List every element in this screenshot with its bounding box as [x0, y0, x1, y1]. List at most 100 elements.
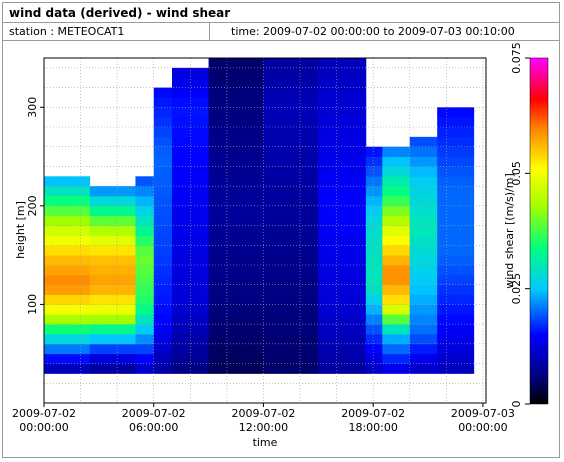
heatmap-cell	[409, 215, 414, 226]
heatmap-cell	[470, 314, 475, 325]
heatmap-cell	[181, 156, 185, 167]
heatmap-cell	[381, 324, 383, 335]
heatmap-cell	[321, 196, 325, 207]
heatmap-cell	[199, 274, 203, 286]
heatmap-cell	[220, 304, 225, 315]
heatmap-cell	[360, 146, 365, 157]
heatmap-cell	[403, 176, 408, 187]
heatmap-cell	[162, 225, 167, 236]
heatmap-cell	[123, 324, 127, 335]
heatmap-cell	[44, 186, 48, 197]
heatmap-cell	[50, 334, 54, 345]
heatmap-cell	[364, 107, 367, 118]
heatmap-cell	[464, 215, 469, 226]
heatmap-cell	[309, 127, 313, 138]
heatmap-cell	[263, 284, 267, 295]
heatmap-cell	[388, 363, 392, 374]
heatmap-cell	[275, 363, 280, 374]
heatmap-cell	[296, 127, 301, 138]
heatmap-cell	[159, 284, 164, 295]
heatmap-cell	[199, 215, 203, 226]
heatmap-cell	[303, 58, 307, 69]
heatmap-cell	[187, 225, 191, 236]
heatmap-cell	[254, 225, 258, 236]
heatmap-cell	[330, 274, 334, 286]
heatmap-cell	[92, 215, 97, 226]
heatmap-cell	[455, 265, 459, 276]
heatmap-cell	[385, 353, 389, 364]
heatmap-cell	[378, 156, 382, 167]
heatmap-cell	[123, 343, 127, 355]
heatmap-cell	[275, 127, 280, 138]
heatmap-cell	[156, 265, 161, 276]
heatmap-cell	[83, 225, 88, 236]
heatmap-cell	[135, 284, 139, 295]
heatmap-cell	[266, 186, 270, 197]
heatmap-cell	[345, 117, 350, 128]
heatmap-cell	[208, 127, 213, 138]
heatmap-cell	[303, 274, 307, 286]
heatmap-cell	[421, 186, 426, 197]
heatmap-cell	[318, 107, 322, 118]
heatmap-cell	[114, 324, 118, 335]
heatmap-cell	[428, 196, 432, 207]
heatmap-cell	[101, 186, 106, 197]
heatmap-cell	[135, 334, 139, 345]
heatmap-cell	[348, 255, 353, 266]
heatmap-cell	[159, 363, 164, 374]
heatmap-cell	[193, 117, 197, 128]
heatmap-cell	[245, 97, 249, 108]
heatmap-cell	[126, 284, 130, 295]
heatmap-cell	[44, 235, 48, 246]
heatmap-cell	[354, 255, 359, 266]
heatmap-cell	[321, 334, 325, 345]
heatmap-cell	[111, 225, 115, 236]
heatmap-cell	[272, 136, 277, 148]
heatmap-cell	[92, 343, 97, 355]
heatmap-cell	[147, 196, 152, 207]
heatmap-cell	[214, 314, 219, 325]
heatmap-cell	[165, 107, 170, 118]
heatmap-cell	[306, 245, 310, 256]
heatmap-cell	[345, 166, 350, 177]
heatmap-cell	[205, 274, 209, 286]
heatmap-cell	[293, 166, 298, 177]
heatmap-cell	[175, 127, 179, 138]
heatmap-cell	[421, 324, 426, 335]
heatmap-cell	[351, 274, 356, 286]
heatmap-cell	[284, 284, 289, 295]
heatmap-cell	[415, 353, 420, 364]
heatmap-cell	[141, 205, 145, 217]
heatmap-cell	[293, 363, 298, 374]
heatmap-cell	[68, 176, 72, 187]
heatmap-cell	[269, 235, 273, 246]
heatmap-cell	[342, 205, 347, 217]
heatmap-cell	[89, 235, 94, 246]
heatmap-cell	[339, 255, 344, 266]
heatmap-cell	[284, 176, 289, 187]
heatmap-cell	[403, 215, 408, 226]
heatmap-cell	[324, 196, 328, 207]
heatmap-cell	[431, 146, 435, 157]
heatmap-cell	[306, 107, 310, 118]
heatmap-cell	[196, 186, 200, 197]
heatmap-cell	[242, 265, 246, 276]
heatmap-cell	[470, 284, 475, 295]
heatmap-cell	[357, 136, 362, 148]
heatmap-cell	[458, 196, 462, 207]
heatmap-cell	[412, 334, 417, 345]
heatmap-cell	[455, 343, 459, 355]
heatmap-cell	[290, 294, 295, 305]
heatmap-cell	[431, 304, 435, 315]
heatmap-cell	[400, 284, 405, 295]
heatmap-cell	[226, 304, 231, 315]
heatmap-cell	[409, 274, 414, 286]
heatmap-cell	[266, 294, 270, 305]
heatmap-cell	[336, 215, 341, 226]
heatmap-cell	[74, 363, 78, 374]
heatmap-cell	[202, 186, 206, 197]
heatmap-cell	[83, 265, 88, 276]
heatmap-cell	[281, 225, 286, 236]
heatmap-cell	[321, 166, 325, 177]
heatmap-cell	[321, 294, 325, 305]
